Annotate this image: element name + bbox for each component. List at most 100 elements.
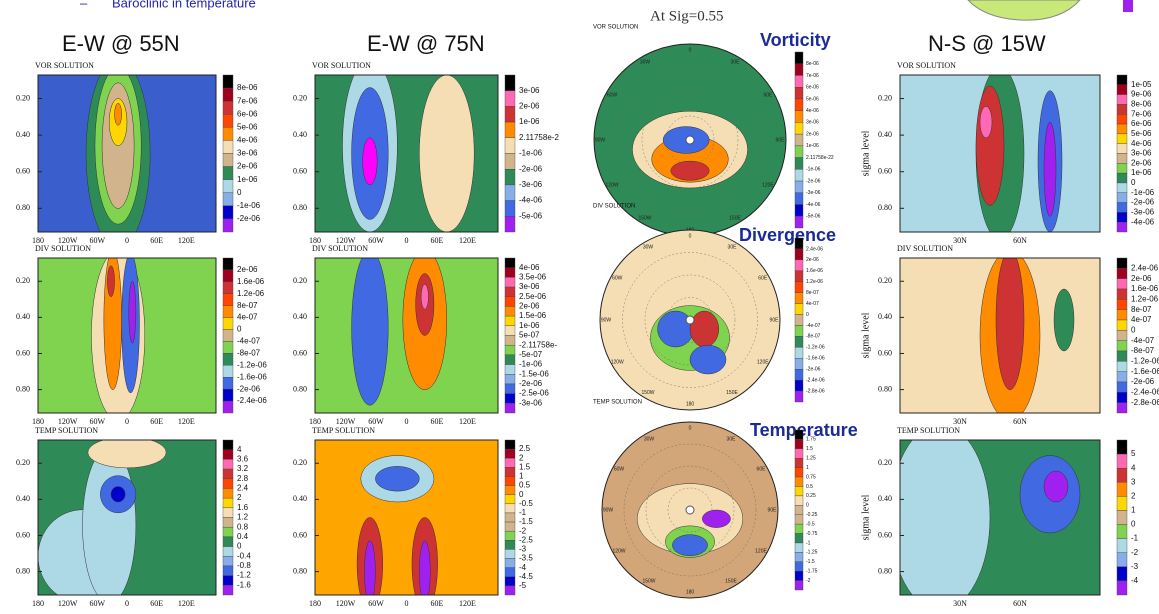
colorbar-label: -3e-06 <box>1131 207 1155 216</box>
polar-label: 150W <box>642 578 655 584</box>
polar-label: 30W <box>644 436 655 442</box>
colorbar-swatch <box>1116 566 1128 582</box>
colorbar-swatch <box>794 180 804 193</box>
colorbar-label: 1e-06 <box>519 321 540 330</box>
colorbar-swatch <box>794 63 804 76</box>
subtitle: At Sig=0.55 <box>650 8 723 24</box>
colorbar-swatch <box>794 248 804 261</box>
colorbar-label: 2e-06 <box>519 102 540 111</box>
colorbar-label: 4e-07 <box>806 301 819 307</box>
latitude-ring <box>645 465 735 555</box>
contour-blob <box>128 281 137 344</box>
contour-blob <box>375 466 420 492</box>
colorbar-label: 4 <box>1131 463 1136 472</box>
polar-label: 150E <box>725 578 737 584</box>
polar-label: 90W <box>601 317 612 323</box>
y-tick-label: 0.60 <box>16 348 30 357</box>
contour-blob <box>975 85 1005 206</box>
colorbar-label: -4e-07 <box>237 337 261 346</box>
colorbar-label: 1.5e-06 <box>519 311 547 320</box>
plot-frame <box>37 74 217 233</box>
colorbar-swatch <box>1116 381 1128 393</box>
colorbar-swatch <box>794 369 804 381</box>
colorbar-label: -5 <box>519 581 527 590</box>
colorbar-label: -2e-06 <box>806 367 821 373</box>
contour-blob <box>1043 121 1057 217</box>
colorbar-label: 8e-06 <box>1131 100 1152 109</box>
colorbar-swatch <box>794 204 804 217</box>
x-tick-label: 60W <box>368 417 384 426</box>
colorbar-label: -2 <box>519 526 527 535</box>
contour-blob <box>419 540 431 595</box>
colorbar-swatch <box>504 467 516 477</box>
polar-label: 150W <box>641 390 654 396</box>
colorbar-label: -2e-06 <box>806 178 821 184</box>
bullet-text: Baroclinic in temperature <box>112 0 256 10</box>
colorbar-label: -5e-06 <box>519 211 543 220</box>
colorbar-swatch <box>794 51 804 64</box>
x-tick-label: 60N <box>1013 417 1027 426</box>
colorbar-swatch <box>794 505 804 515</box>
colorbar-swatch <box>1116 257 1128 269</box>
colorbar-swatch <box>222 179 234 193</box>
latitude-ring <box>667 297 713 343</box>
contour-field <box>38 440 216 595</box>
colorbar-label: -3.5 <box>519 554 533 563</box>
contour-blob <box>1043 470 1069 503</box>
colorbar-label: 2.4 <box>237 484 249 493</box>
polar-label: 90W <box>603 507 614 513</box>
x-tick-label: 120E <box>459 599 476 608</box>
y-tick-label: 0.20 <box>293 276 307 285</box>
colorbar-label: 2e-06 <box>1131 274 1152 283</box>
y-tick-label: 0.80 <box>878 384 892 393</box>
polar-label: 60W <box>612 275 623 281</box>
colorbar-swatch <box>794 552 804 562</box>
colorbar-label: 1.2e-06 <box>237 289 265 298</box>
colorbar-label: 1 <box>1131 506 1136 515</box>
colorbar-swatch <box>504 585 516 596</box>
colorbar-swatch <box>1116 182 1128 193</box>
colorbar-swatch <box>504 257 516 268</box>
colorbar-swatch <box>222 127 234 141</box>
colorbar-label: 1e-06 <box>519 117 540 126</box>
colorbar-label: 1.75 <box>806 437 816 443</box>
colorbar-label: 4e-06 <box>806 108 819 114</box>
colorbar-swatch <box>222 166 234 180</box>
colorbar-swatch <box>504 306 516 317</box>
colorbar-label: 1.25 <box>806 456 816 462</box>
colorbar-label: -0.25 <box>806 512 818 518</box>
contour-blob <box>689 310 720 348</box>
colorbar-label: 5e-06 <box>237 122 258 131</box>
colorbar-swatch <box>794 336 804 348</box>
y-tick-label: 0.60 <box>878 167 892 176</box>
contour-blob <box>900 440 991 595</box>
colorbar-label: -1.2e-06 <box>237 360 267 369</box>
colorbar-label: 4e-07 <box>1131 315 1152 324</box>
colorbar-label: 2.11758e-22 <box>806 155 834 161</box>
row-title: Temperature <box>750 420 858 440</box>
plot-frame <box>314 257 499 414</box>
y-tick-label: 0.40 <box>293 494 307 503</box>
colorbar-label: 7e-06 <box>1131 109 1152 118</box>
plot-frame <box>899 257 1101 414</box>
solution-label: TEMP SOLUTION <box>897 426 960 435</box>
x-tick-label: 120E <box>178 599 195 608</box>
colorbar-swatch <box>504 286 516 297</box>
colorbar-label: 8e-07 <box>806 290 819 296</box>
x-tick-label: 120E <box>178 236 195 245</box>
colorbar-swatch <box>222 329 234 342</box>
polar-label: 60W <box>607 92 618 98</box>
colorbar-label: -2.8e-06 <box>806 388 825 394</box>
solution-label: VOR SOLUTION <box>312 61 371 70</box>
colorbar-label: -4e-06 <box>519 196 543 205</box>
colorbar-swatch <box>1116 524 1128 539</box>
colorbar-label: 0 <box>519 490 524 499</box>
colorbar-label: 0.25 <box>806 493 816 499</box>
contour-field <box>315 440 498 595</box>
row-title: Divergence <box>739 225 836 245</box>
y-tick-label: 0.20 <box>293 93 307 102</box>
plot-frame <box>37 257 217 414</box>
colorbar-label: 0 <box>806 312 809 318</box>
colorbar-swatch <box>222 478 234 489</box>
